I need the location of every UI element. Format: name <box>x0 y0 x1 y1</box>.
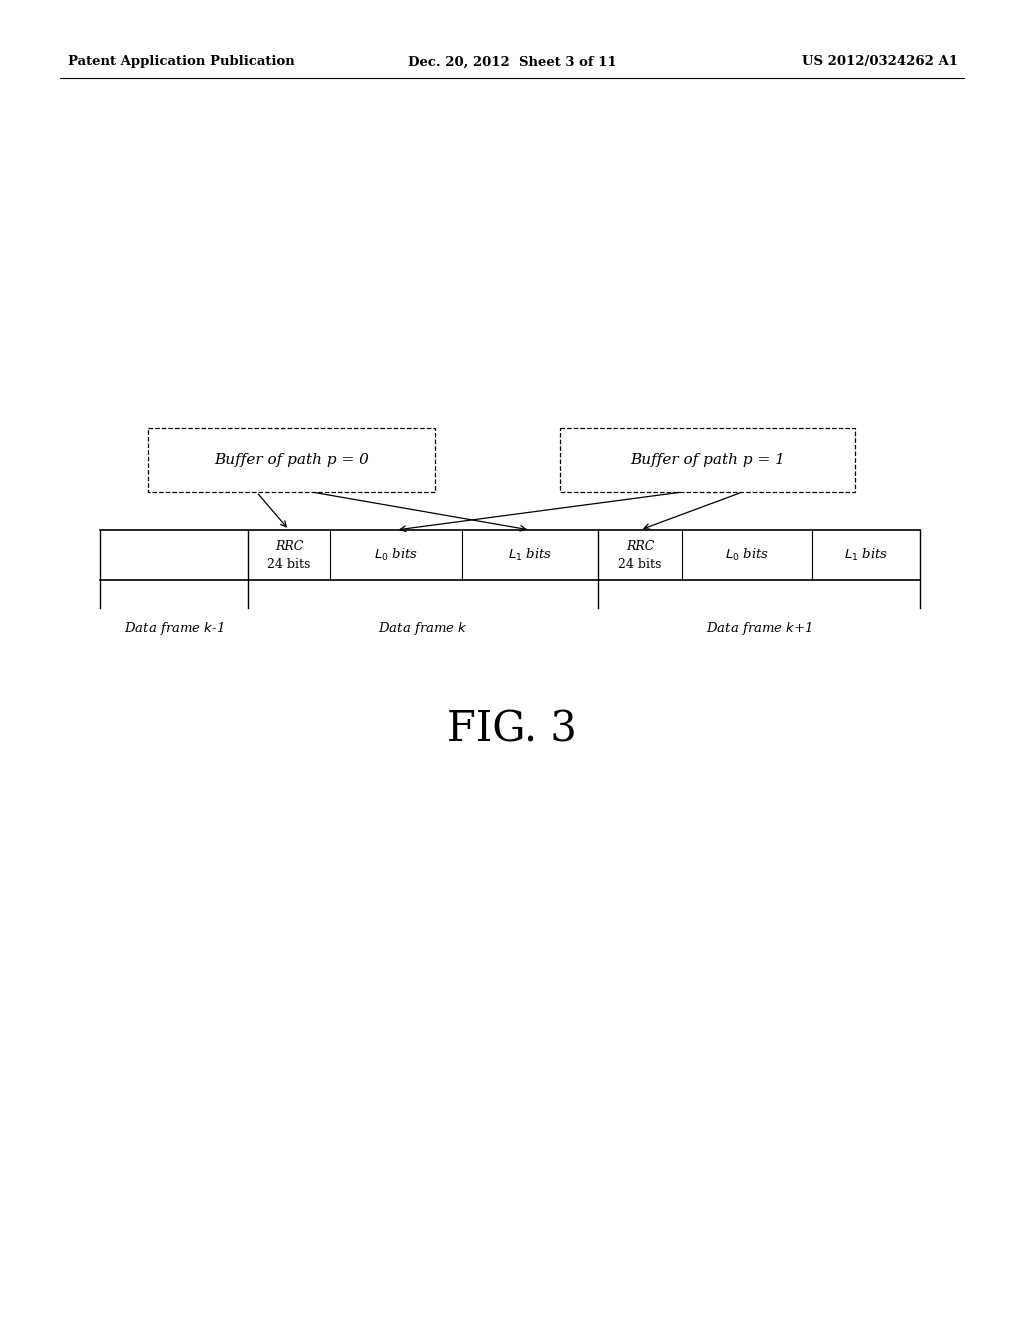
Text: Data frame $k$: Data frame $k$ <box>378 620 468 638</box>
Text: Dec. 20, 2012  Sheet 3 of 11: Dec. 20, 2012 Sheet 3 of 11 <box>408 55 616 69</box>
Text: 24 bits: 24 bits <box>618 557 662 570</box>
Text: Data frame $k$-1: Data frame $k$-1 <box>124 620 224 638</box>
Text: Buffer of path p = 0: Buffer of path p = 0 <box>214 453 369 467</box>
Bar <box>148 428 435 492</box>
Text: Buffer of path p = 1: Buffer of path p = 1 <box>630 453 785 467</box>
Text: $L_1$ bits: $L_1$ bits <box>508 546 552 564</box>
Text: $L_0$ bits: $L_0$ bits <box>374 546 418 564</box>
Text: Patent Application Publication: Patent Application Publication <box>68 55 295 69</box>
Text: $L_0$ bits: $L_0$ bits <box>725 546 769 564</box>
Text: US 2012/0324262 A1: US 2012/0324262 A1 <box>802 55 958 69</box>
Text: RRC: RRC <box>626 540 654 553</box>
Text: 24 bits: 24 bits <box>267 557 310 570</box>
Text: FIG. 3: FIG. 3 <box>447 709 577 751</box>
Text: RRC: RRC <box>274 540 303 553</box>
Text: Data frame $k$+1: Data frame $k$+1 <box>706 620 812 638</box>
Text: $L_1$ bits: $L_1$ bits <box>844 546 888 564</box>
Bar <box>560 428 855 492</box>
